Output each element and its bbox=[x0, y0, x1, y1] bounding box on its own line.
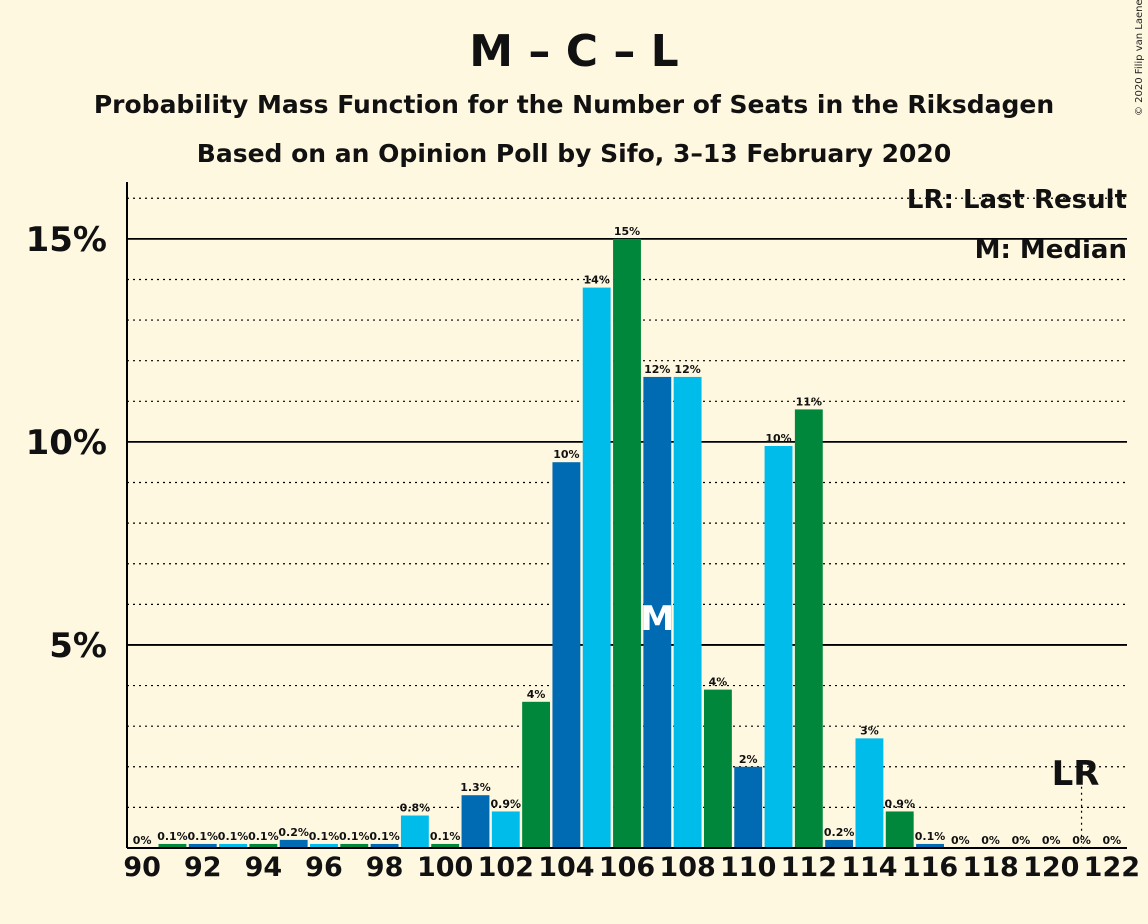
x-tick-label: 122 bbox=[1084, 852, 1140, 883]
data-label-109: 4% bbox=[709, 676, 728, 689]
bar-105 bbox=[582, 287, 611, 849]
chart-subtitle-2: Based on an Opinion Poll by Sifo, 3–13 F… bbox=[197, 139, 951, 168]
bar-116 bbox=[916, 843, 944, 848]
data-label-92: 0.1% bbox=[187, 830, 218, 843]
y-tick-label: 5% bbox=[49, 626, 107, 666]
data-label-119: 0% bbox=[1012, 834, 1031, 847]
data-label-104: 10% bbox=[553, 448, 579, 461]
bar-103 bbox=[522, 701, 551, 848]
bar-96 bbox=[310, 843, 338, 848]
axes-group: 5%10%15%90 92 94 96 98 100 102 104 106 108 110 112 1… bbox=[26, 182, 1140, 883]
bar-102 bbox=[491, 811, 520, 848]
data-label-103: 4% bbox=[527, 688, 546, 701]
data-label-99: 0.8% bbox=[400, 802, 431, 815]
bar-114 bbox=[855, 738, 884, 848]
x-tick-label: 90 bbox=[123, 852, 161, 883]
bar-98 bbox=[370, 843, 399, 848]
data-labels-group: 0% 0.1% 0.1% 0.1% 0.1% 0.2% 0.1% 0.1% 0.1%0.8%0.… bbox=[133, 225, 1121, 848]
data-label-101: 1.3% bbox=[460, 781, 491, 794]
data-label-116: 0.1% bbox=[915, 830, 946, 843]
bar-94 bbox=[249, 843, 278, 848]
copyright-notice: © 2020 Filip van Laenen bbox=[1134, 0, 1145, 116]
data-label-118: 0% bbox=[981, 834, 1000, 847]
data-label-105: 14% bbox=[584, 274, 610, 287]
data-label-102: 0.9% bbox=[491, 797, 522, 810]
data-label-121: 0% bbox=[1072, 834, 1091, 847]
x-tick-label: 108 bbox=[659, 852, 715, 883]
data-label-96: 0.1% bbox=[309, 830, 340, 843]
data-label-122: 0% bbox=[1103, 834, 1122, 847]
data-label-108: 12% bbox=[674, 363, 700, 376]
x-tick-label: 104 bbox=[538, 852, 594, 883]
chart-subtitle-1: Probability Mass Function for the Number… bbox=[94, 90, 1054, 119]
data-label-98: 0.1% bbox=[369, 830, 400, 843]
data-label-110: 2% bbox=[739, 753, 758, 766]
bars-group bbox=[158, 238, 944, 849]
legend-last-result: LR: Last Result bbox=[907, 185, 1127, 215]
data-label-117: 0% bbox=[951, 834, 970, 847]
bar-93 bbox=[219, 843, 247, 848]
x-tick-label: 116 bbox=[902, 852, 958, 883]
data-label-97: 0.1% bbox=[339, 830, 370, 843]
bar-113 bbox=[825, 839, 854, 848]
bar-109 bbox=[703, 689, 732, 848]
data-label-91: 0.1% bbox=[157, 830, 188, 843]
data-label-114: 3% bbox=[860, 724, 879, 737]
x-tick-label: 112 bbox=[781, 852, 837, 883]
legend-median: M: Median bbox=[975, 235, 1127, 265]
bar-108 bbox=[673, 376, 702, 848]
data-label-120: 0% bbox=[1042, 834, 1061, 847]
chart-title: M – C – L bbox=[469, 26, 678, 77]
data-label-100: 0.1% bbox=[430, 830, 461, 843]
bar-112 bbox=[794, 409, 823, 848]
x-tick-label: 94 bbox=[245, 852, 283, 883]
x-tick-label: 92 bbox=[184, 852, 222, 883]
bar-97 bbox=[340, 843, 369, 848]
data-label-115: 0.9% bbox=[884, 797, 915, 810]
data-label-111: 10% bbox=[765, 432, 791, 445]
x-tick-label: 100 bbox=[417, 852, 473, 883]
y-tick-label: 10% bbox=[26, 423, 107, 463]
data-label-107: 12% bbox=[644, 363, 670, 376]
bar-100 bbox=[431, 843, 460, 848]
last-result-marker: LR bbox=[1052, 754, 1100, 794]
x-tick-label: 98 bbox=[366, 852, 404, 883]
data-label-93: 0.1% bbox=[218, 830, 249, 843]
bar-99 bbox=[400, 815, 429, 848]
x-tick-label: 110 bbox=[720, 852, 776, 883]
x-tick-label: 102 bbox=[478, 852, 534, 883]
x-tick-label: 120 bbox=[1023, 852, 1079, 883]
data-label-106: 15% bbox=[614, 225, 640, 238]
x-tick-label: 96 bbox=[305, 852, 343, 883]
x-tick-label: 118 bbox=[962, 852, 1018, 883]
bar-95 bbox=[279, 839, 308, 848]
data-label-94: 0.1% bbox=[248, 830, 279, 843]
bar-111 bbox=[764, 445, 793, 848]
bar-91 bbox=[158, 843, 187, 848]
x-tick-label: 114 bbox=[841, 852, 897, 883]
x-tick-label: 106 bbox=[599, 852, 655, 883]
bar-106 bbox=[613, 238, 641, 849]
bar-104 bbox=[552, 462, 581, 848]
data-label-95: 0.2% bbox=[278, 826, 309, 839]
bar-92 bbox=[188, 843, 217, 848]
y-tick-label: 15% bbox=[26, 220, 107, 260]
data-label-90: 0% bbox=[133, 834, 152, 847]
data-label-113: 0.2% bbox=[824, 826, 855, 839]
data-label-112: 11% bbox=[796, 395, 822, 408]
bar-115 bbox=[885, 811, 914, 848]
bar-110 bbox=[734, 766, 763, 848]
bar-101 bbox=[461, 795, 490, 848]
median-marker: M bbox=[640, 599, 674, 639]
bar-107 bbox=[643, 376, 672, 848]
